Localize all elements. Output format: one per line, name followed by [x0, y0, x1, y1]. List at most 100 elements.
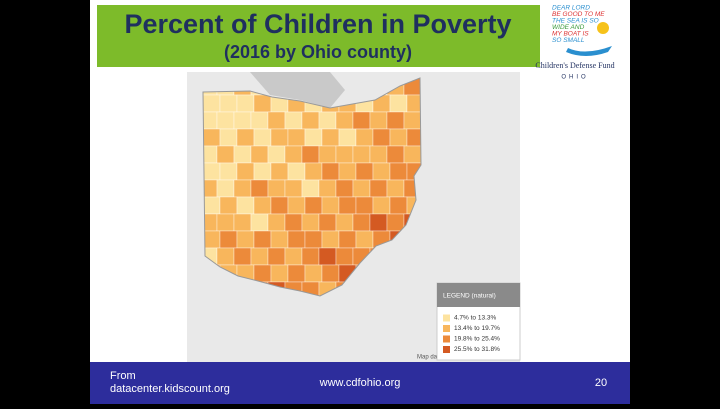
county [203, 230, 221, 249]
county [318, 111, 337, 130]
county [338, 230, 357, 249]
county [355, 128, 374, 147]
legend-swatch [443, 325, 450, 332]
county [318, 213, 337, 232]
logo-prayer-line: DEAR LORD [552, 5, 590, 12]
county [304, 162, 323, 181]
county [386, 179, 405, 198]
county [219, 94, 238, 113]
county [335, 111, 354, 130]
logo-prayer-line: MY BOAT IS [552, 31, 589, 38]
county [372, 162, 391, 181]
county [321, 196, 340, 215]
county [369, 111, 388, 130]
county [287, 128, 306, 147]
county [284, 213, 303, 232]
county [253, 162, 272, 181]
county [250, 179, 269, 198]
county [301, 179, 320, 198]
county [355, 196, 374, 215]
county [267, 111, 286, 130]
county [270, 128, 289, 147]
legend-swatch [443, 314, 450, 322]
county [403, 145, 421, 164]
county [335, 247, 354, 266]
county [284, 247, 303, 266]
footer-bar [90, 362, 630, 404]
county [318, 247, 337, 266]
county [284, 111, 303, 130]
county [284, 179, 303, 198]
county [233, 145, 252, 164]
county [301, 111, 320, 130]
county [270, 230, 289, 249]
county [389, 196, 408, 215]
county [335, 213, 354, 232]
county [321, 128, 340, 147]
county [233, 179, 252, 198]
county [304, 196, 323, 215]
county [352, 179, 371, 198]
county [250, 213, 269, 232]
county [321, 162, 340, 181]
legend-swatch [443, 335, 450, 343]
county [403, 111, 421, 130]
sun-icon [597, 22, 609, 34]
county [253, 230, 272, 249]
lake-erie [250, 72, 345, 108]
county [386, 213, 405, 232]
county [236, 128, 255, 147]
county [236, 162, 255, 181]
county [301, 247, 320, 266]
county [369, 145, 388, 164]
county [321, 264, 340, 283]
county [219, 196, 238, 215]
county [253, 264, 272, 283]
legend-title: LEGEND (natural) [443, 293, 496, 300]
county [301, 213, 320, 232]
county [203, 128, 221, 147]
county [338, 196, 357, 215]
county [219, 230, 238, 249]
county [369, 213, 388, 232]
county [253, 128, 272, 147]
footer-website: www.cdfohio.org [319, 377, 401, 389]
county [203, 162, 221, 181]
boat-icon [566, 46, 612, 56]
county [203, 196, 221, 215]
county [253, 94, 272, 113]
county [335, 145, 354, 164]
subtitle: (2016 by Ohio county) [224, 42, 412, 62]
county [304, 264, 323, 283]
county [216, 247, 235, 266]
county [267, 179, 286, 198]
county [267, 145, 286, 164]
county [270, 162, 289, 181]
county [287, 162, 306, 181]
county [338, 128, 357, 147]
county [253, 196, 272, 215]
legend-label: 25.5% to 31.8% [454, 346, 500, 353]
county [216, 213, 235, 232]
logo-name: Children's Defense Fund [535, 61, 614, 70]
legend-label: 19.8% to 25.4% [454, 336, 500, 343]
county [250, 247, 269, 266]
county [250, 111, 269, 130]
county [386, 111, 405, 130]
county [236, 230, 255, 249]
county [219, 128, 238, 147]
county [318, 145, 337, 164]
title: Percent of Children in Poverty [124, 9, 511, 39]
logo: Children's Defense Fund OHIO DEAR LORDBE… [535, 5, 614, 81]
logo-state: OHIO [561, 75, 588, 81]
county [267, 247, 286, 266]
county [236, 196, 255, 215]
county [233, 111, 252, 130]
county [304, 128, 323, 147]
legend-label: 4.7% to 13.3% [454, 315, 496, 322]
county [352, 213, 371, 232]
logo-prayer-line: THE SEA IS SO [552, 18, 599, 25]
legend-label: 13.4% to 19.7% [454, 325, 500, 332]
legend: LEGEND (natural) 4.7% to 13.3% 13.4% to 1… [436, 282, 521, 361]
